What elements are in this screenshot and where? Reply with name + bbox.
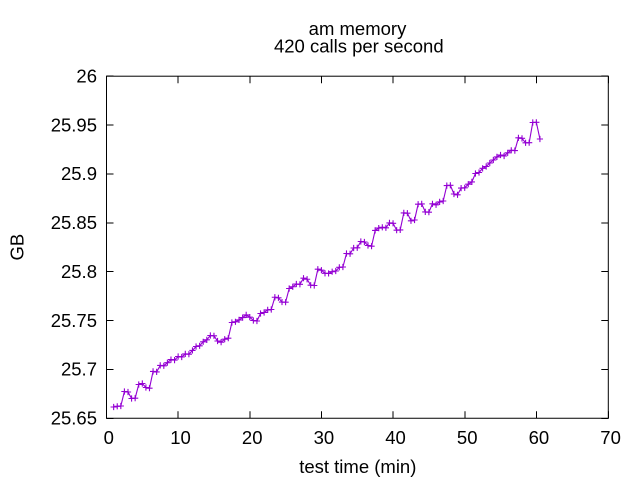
svg-text:26: 26 — [76, 66, 97, 87]
svg-text:25.85: 25.85 — [51, 212, 97, 233]
svg-text:420 calls per second: 420 calls per second — [274, 36, 444, 57]
svg-text:60: 60 — [529, 427, 550, 448]
svg-text:25.9: 25.9 — [61, 163, 97, 184]
svg-text:25.7: 25.7 — [61, 359, 97, 380]
svg-text:GB: GB — [7, 234, 28, 261]
svg-text:25.8: 25.8 — [61, 261, 97, 282]
svg-text:10: 10 — [170, 427, 191, 448]
svg-text:25.65: 25.65 — [51, 408, 97, 429]
svg-text:test time (min): test time (min) — [299, 456, 416, 477]
svg-text:40: 40 — [385, 427, 406, 448]
svg-text:30: 30 — [314, 427, 335, 448]
svg-text:25.75: 25.75 — [51, 310, 97, 331]
svg-text:70: 70 — [600, 427, 621, 448]
svg-text:0: 0 — [104, 427, 114, 448]
svg-text:25.95: 25.95 — [51, 114, 97, 135]
svg-text:am memory: am memory — [309, 18, 407, 39]
svg-text:50: 50 — [457, 427, 478, 448]
svg-text:20: 20 — [242, 427, 263, 448]
